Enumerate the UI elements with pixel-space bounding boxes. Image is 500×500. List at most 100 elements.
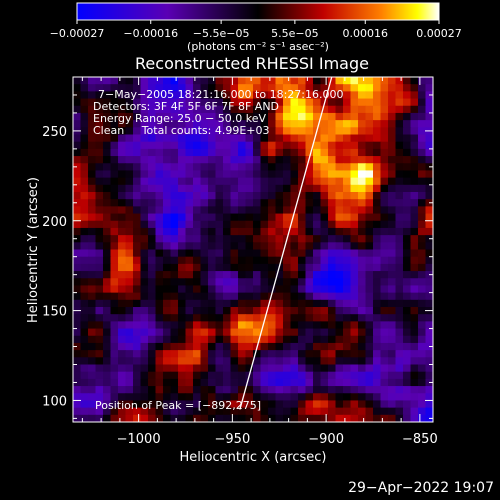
heatmap-cell — [125, 177, 134, 186]
heatmap-cell — [313, 235, 322, 243]
heatmap-cell — [290, 314, 299, 322]
heatmap-cell — [268, 357, 277, 366]
heatmap-cell — [365, 378, 374, 387]
heatmap-cell — [185, 127, 194, 136]
heatmap-cell — [350, 156, 359, 164]
heatmap-cell — [395, 271, 404, 279]
heatmap-cell — [328, 393, 337, 402]
heatmap-cell — [163, 177, 172, 186]
heatmap-cell — [170, 378, 179, 387]
heatmap-cell — [373, 342, 382, 351]
heatmap-cell — [268, 386, 277, 394]
heatmap-cell — [185, 134, 194, 143]
heatmap-cell — [425, 105, 433, 114]
heatmap-cell — [245, 285, 254, 294]
heatmap-cell — [163, 271, 172, 279]
heatmap-cell — [110, 271, 119, 279]
heatmap-cell — [223, 378, 232, 387]
heatmap-cell — [395, 91, 404, 100]
heatmap-cell — [260, 141, 269, 150]
heatmap-cell — [88, 299, 97, 308]
heatmap-cell — [238, 77, 247, 85]
heatmap-cell — [403, 242, 412, 251]
heatmap-cell — [335, 227, 344, 236]
heatmap-cell — [373, 292, 382, 301]
heatmap-cell — [80, 170, 89, 179]
heatmap-cell — [163, 285, 172, 294]
heatmap-cell — [283, 271, 292, 279]
heatmap-cell — [373, 242, 382, 251]
heatmap-cell — [395, 342, 404, 351]
heatmap-cell — [290, 364, 299, 373]
heatmap-cell — [88, 307, 97, 315]
heatmap-cell — [380, 321, 389, 330]
heatmap-cell — [185, 328, 194, 337]
heatmap-cell — [253, 77, 262, 85]
heatmap-cell — [200, 393, 209, 402]
heatmap-cell — [328, 321, 337, 330]
heatmap-cell — [140, 120, 149, 128]
heatmap-cell — [410, 307, 419, 315]
heatmap-cell — [125, 199, 134, 207]
heatmap-cell — [178, 400, 187, 409]
heatmap-cell — [275, 364, 284, 373]
heatmap-cell — [230, 371, 239, 380]
heatmap-cell — [155, 314, 164, 322]
heatmap-cell — [170, 371, 179, 380]
heatmap-cell — [230, 105, 239, 114]
heatmap-cell — [298, 299, 307, 308]
heatmap-cell — [163, 364, 172, 373]
heatmap-cell — [118, 163, 127, 172]
heatmap-cell — [110, 134, 119, 143]
heatmap-cell — [238, 314, 247, 322]
heatmap-cell — [260, 242, 269, 251]
heatmap-cell — [200, 91, 209, 100]
heatmap-cell — [230, 77, 239, 85]
heatmap-cell — [223, 271, 232, 279]
heatmap-cell — [268, 163, 277, 172]
heatmap-cell — [125, 192, 134, 200]
heatmap-cell — [418, 378, 427, 387]
heatmap-cell — [418, 206, 427, 215]
heatmap-cell — [155, 91, 164, 100]
heatmap-cell — [253, 192, 262, 200]
heatmap-cell — [73, 364, 82, 373]
heatmap-cell — [358, 77, 367, 85]
heatmap-cell — [395, 120, 404, 128]
heatmap-cell — [155, 177, 164, 186]
heatmap-cell — [103, 292, 112, 301]
heatmap-cell — [148, 206, 157, 215]
heatmap-cell — [298, 386, 307, 394]
heatmap-cell — [95, 307, 104, 315]
heatmap-cell — [185, 249, 194, 258]
heatmap-cell — [268, 77, 277, 85]
heatmap-cell — [313, 414, 322, 422]
heatmap-cell — [223, 256, 232, 265]
heatmap-cell — [140, 184, 149, 193]
heatmap-cell — [88, 156, 97, 164]
heatmap-cell — [238, 213, 247, 222]
heatmap-cell — [110, 393, 119, 402]
heatmap-cell — [95, 134, 104, 143]
heatmap-cell — [103, 98, 112, 107]
heatmap-cell — [290, 371, 299, 380]
heatmap-cell — [268, 235, 277, 243]
heatmap-cell — [410, 163, 419, 172]
heatmap-cell — [320, 364, 329, 373]
heatmap-cell — [245, 271, 254, 279]
heatmap-cell — [88, 84, 97, 92]
heatmap-cell — [335, 91, 344, 100]
heatmap-cell — [290, 321, 299, 330]
heatmap-cell — [163, 342, 172, 351]
heatmap-cell — [290, 400, 299, 409]
heatmap-cell — [88, 364, 97, 373]
heatmap-cell — [133, 393, 142, 402]
heatmap-cell — [365, 249, 374, 258]
heatmap-cell — [140, 91, 149, 100]
heatmap-cell — [178, 227, 187, 236]
heatmap-cell — [313, 357, 322, 366]
heatmap-cell — [268, 321, 277, 330]
heatmap-cell — [283, 77, 292, 85]
heatmap-cell — [260, 321, 269, 330]
heatmap-cell — [73, 213, 82, 222]
